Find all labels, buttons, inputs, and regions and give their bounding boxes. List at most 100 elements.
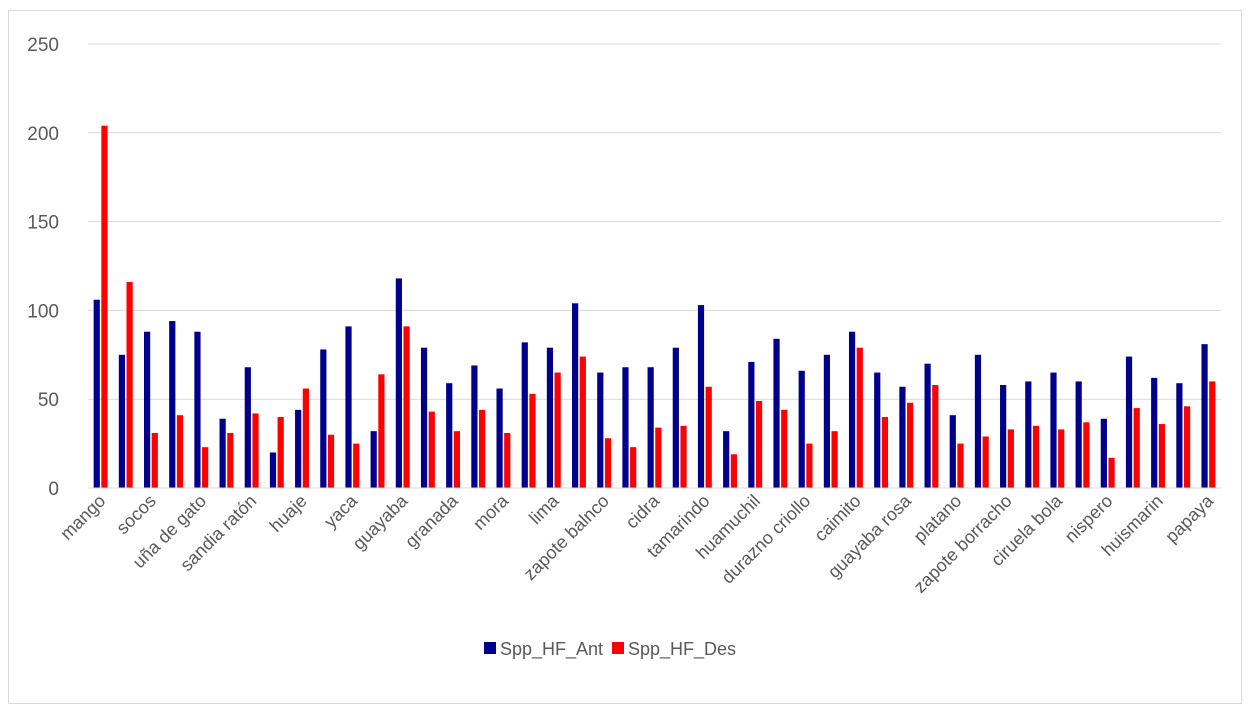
y-tick-label: 100 [27, 301, 59, 322]
x-tick-label: mora [469, 490, 513, 534]
bar-spp-hf-des [932, 385, 938, 488]
x-tick-label: yaca [320, 490, 362, 532]
bar-spp-hf-ant [194, 332, 200, 488]
x-tick-label: papaya [1161, 490, 1218, 547]
bar-spp-hf-des [504, 433, 510, 488]
bar-spp-hf-ant [673, 348, 679, 488]
bar-spp-hf-ant [1151, 378, 1157, 488]
bar-spp-hf-des [429, 412, 435, 488]
bar-spp-hf-ant [899, 387, 905, 488]
bar-spp-hf-des [1184, 406, 1190, 488]
bar-spp-hf-ant [270, 452, 276, 488]
bar-spp-hf-des [580, 357, 586, 488]
bar-spp-hf-ant [471, 365, 477, 488]
bar-spp-hf-ant [773, 339, 779, 488]
y-axis-ticks: 0 50 100 150 200 250 [27, 35, 59, 500]
y-tick-label: 150 [27, 213, 59, 234]
bar-spp-hf-ant [824, 355, 830, 488]
bar-spp-hf-des [907, 403, 913, 488]
bar-spp-hf-ant [975, 355, 981, 488]
bar-spp-hf-ant [220, 419, 226, 488]
bar-spp-hf-ant [849, 332, 855, 488]
bar-spp-hf-ant [1000, 385, 1006, 488]
bar-spp-hf-des [1108, 458, 1114, 488]
bar-spp-hf-des [177, 415, 183, 488]
bar-spp-hf-des [303, 389, 309, 488]
bar-spp-hf-ant [446, 383, 452, 488]
bar-spp-hf-des [882, 417, 888, 488]
bar-spp-hf-ant [396, 278, 402, 488]
bar-spp-hf-des [1083, 422, 1089, 488]
legend-label: Spp_HF_Des [628, 639, 736, 660]
bar-spp-hf-des [101, 126, 107, 488]
bar-spp-hf-des [1209, 381, 1215, 488]
bars [94, 126, 1216, 488]
bar-spp-hf-des [152, 433, 158, 488]
bar-spp-hf-des [706, 387, 712, 488]
bar-spp-hf-ant [748, 362, 754, 488]
bar-spp-hf-ant [522, 342, 528, 488]
bar-spp-hf-des [1033, 426, 1039, 488]
bar-spp-hf-ant [320, 349, 326, 488]
gridlines [88, 44, 1221, 399]
bar-spp-hf-des [655, 428, 661, 488]
bar-spp-hf-ant [1025, 381, 1031, 488]
legend-swatch [484, 642, 496, 654]
x-tick-label: guayaba [349, 490, 413, 554]
bar-spp-hf-ant [1126, 357, 1132, 488]
x-tick-label: lima [525, 490, 563, 528]
bar-spp-hf-des [857, 348, 863, 488]
y-tick-label: 250 [27, 35, 59, 56]
bar-spp-hf-des [957, 444, 963, 488]
bar-spp-hf-des [806, 444, 812, 488]
bar-spp-hf-ant [648, 367, 654, 488]
bar-spp-hf-ant [597, 373, 603, 488]
x-tick-label: huaje [266, 491, 311, 536]
bar-spp-hf-des [378, 374, 384, 488]
x-tick-label: cidra [622, 490, 664, 532]
y-tick-label: 200 [27, 124, 59, 145]
bar-spp-hf-ant [622, 367, 628, 488]
x-tick-label: socos [112, 491, 159, 538]
bar-spp-hf-ant [1176, 383, 1182, 488]
bar-spp-hf-ant [119, 355, 125, 488]
bar-spp-hf-ant [94, 300, 100, 488]
chart-frame: 0 50 100 150 200 250 mango socos uña de gato san… [8, 10, 1242, 704]
bar-spp-hf-des [831, 431, 837, 488]
x-tick-label: granada [401, 490, 463, 552]
bar-spp-hf-ant [496, 389, 502, 488]
bar-spp-hf-des [278, 417, 284, 488]
bar-spp-hf-des [1058, 429, 1064, 488]
bar-spp-hf-ant [950, 415, 956, 488]
bar-spp-hf-ant [925, 364, 931, 488]
bar-spp-hf-ant [245, 367, 251, 488]
bar-spp-hf-des [630, 447, 636, 488]
y-tick-label: 50 [38, 390, 59, 411]
bar-spp-hf-des [328, 435, 334, 488]
bar-spp-hf-des [454, 431, 460, 488]
bar-spp-hf-ant [874, 373, 880, 488]
bar-spp-hf-ant [799, 371, 805, 488]
bar-spp-hf-des [983, 436, 989, 488]
bar-spp-hf-des [227, 433, 233, 488]
bar-spp-hf-ant [572, 303, 578, 488]
bar-spp-hf-des [127, 282, 133, 488]
x-tick-label: mango [56, 491, 109, 544]
bar-spp-hf-des [252, 413, 258, 488]
bar-spp-hf-ant [144, 332, 150, 488]
bar-spp-hf-ant [421, 348, 427, 488]
legend-label: Spp_HF_Ant [500, 639, 603, 660]
bar-spp-hf-des [605, 438, 611, 488]
bar-spp-hf-des [529, 394, 535, 488]
bar-spp-hf-ant [345, 326, 351, 488]
bar-spp-hf-des [680, 426, 686, 488]
bar-spp-hf-ant [169, 321, 175, 488]
x-tick-label: durazno criollo [717, 491, 814, 588]
y-tick-label: 0 [48, 479, 59, 500]
bar-spp-hf-des [403, 326, 409, 488]
bar-spp-hf-ant [295, 410, 301, 488]
bar-spp-hf-ant [698, 305, 704, 488]
bar-spp-hf-des [731, 454, 737, 488]
